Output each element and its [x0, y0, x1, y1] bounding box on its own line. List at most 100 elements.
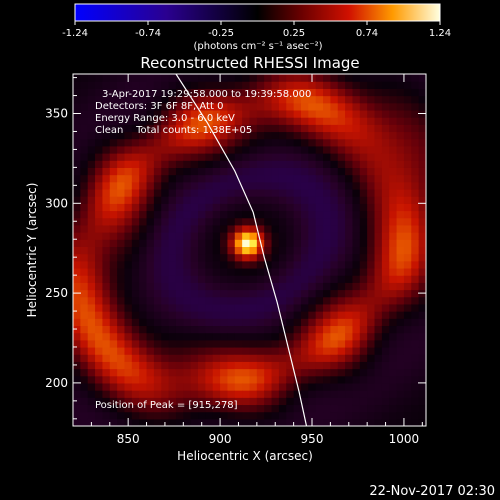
heatmap-cell — [315, 325, 324, 334]
heatmap-cell — [117, 260, 126, 269]
heatmap-cell — [102, 124, 111, 133]
heatmap-cell — [161, 239, 170, 247]
heatmap-cell — [367, 289, 376, 298]
heatmap-cell — [168, 131, 177, 140]
heatmap-cell — [271, 74, 280, 82]
heatmap-cell — [264, 418, 273, 426]
heatmap-cell — [389, 81, 398, 89]
heatmap-cell — [315, 346, 324, 355]
heatmap-cell — [161, 303, 170, 312]
heatmap-cell — [403, 131, 412, 140]
heatmap-cell — [330, 188, 339, 197]
heatmap-cell — [345, 117, 354, 125]
heatmap-cell — [352, 153, 361, 161]
heatmap-cell — [183, 346, 192, 355]
axis-ticks — [73, 74, 426, 426]
heatmap-cell — [242, 368, 251, 377]
heatmap-cell — [87, 239, 96, 247]
heatmap-cell — [102, 404, 111, 413]
heatmap-cell — [87, 354, 96, 362]
heatmap-cell — [323, 275, 331, 283]
heatmap-cell — [102, 160, 111, 168]
heatmap-cell — [198, 124, 206, 133]
heatmap-cell — [352, 95, 361, 104]
heatmap-cell — [161, 160, 170, 168]
heatmap-cell — [256, 74, 265, 82]
heatmap-cell — [183, 102, 192, 111]
heatmap-cell — [396, 354, 405, 362]
heatmap-cell — [146, 361, 155, 370]
heatmap-cell — [396, 411, 405, 420]
heatmap-cell — [183, 289, 192, 298]
heatmap-cell — [411, 390, 420, 398]
heatmap-cell — [300, 210, 309, 219]
heatmap-cell — [300, 196, 309, 204]
heatmap-cell — [381, 145, 390, 154]
heatmap-cell — [337, 303, 346, 312]
heatmap-cell — [411, 346, 420, 355]
heatmap-cell — [403, 368, 412, 377]
heatmap-cell — [381, 81, 390, 89]
heatmap-cell — [146, 138, 155, 147]
heatmap-cell — [117, 217, 126, 226]
heatmap-cell — [293, 95, 302, 104]
heatmap-cell — [308, 138, 317, 147]
heatmap-cell — [396, 325, 405, 334]
heatmap-cell — [330, 346, 339, 355]
heatmap-cell — [220, 145, 229, 154]
heatmap-cell — [117, 102, 126, 111]
heatmap-cell — [367, 418, 376, 426]
heatmap-cell — [278, 375, 287, 384]
heatmap-cell — [198, 102, 206, 111]
heatmap-cell — [374, 117, 383, 125]
heatmap-cell — [367, 354, 376, 362]
heatmap-cell — [323, 375, 331, 384]
heatmap-cell — [139, 239, 148, 247]
heatmap-cell — [308, 102, 317, 111]
heatmap-cell — [212, 117, 221, 125]
heatmap-cell — [374, 260, 383, 269]
heatmap-cell — [323, 81, 331, 89]
heatmap-cell — [109, 390, 118, 398]
heatmap-cell — [190, 203, 199, 212]
heatmap-cell — [139, 217, 148, 226]
heatmap-cell — [139, 289, 148, 298]
heatmap-cell — [271, 296, 280, 305]
heatmap-cell — [315, 74, 324, 82]
heatmap-cell — [190, 368, 199, 377]
heatmap-cell — [190, 117, 199, 125]
heatmap-cell — [286, 303, 295, 312]
heatmap-cell — [278, 124, 287, 133]
heatmap-cell — [73, 124, 81, 133]
heatmap-cell — [381, 174, 390, 183]
heatmap-cell — [337, 81, 346, 89]
heatmap-cell — [198, 174, 206, 183]
heatmap-cell — [359, 174, 368, 183]
heatmap-cell — [102, 289, 111, 298]
heatmap-cell — [183, 354, 192, 362]
heatmap-cell — [102, 346, 111, 355]
heatmap-cell — [367, 267, 376, 276]
heatmap-cell — [308, 318, 317, 327]
heatmap-cell — [117, 303, 126, 312]
heatmap-cell — [87, 232, 96, 240]
heatmap-cell — [271, 88, 280, 97]
heatmap-cell — [153, 289, 162, 298]
heatmap-cell — [374, 289, 383, 298]
heatmap-cell — [161, 181, 170, 190]
heatmap-cell — [212, 131, 221, 140]
heatmap-cell — [183, 296, 192, 305]
heatmap-cell — [190, 253, 199, 262]
heatmap-cell — [352, 239, 361, 247]
heatmap-cell — [345, 253, 354, 262]
heatmap-cell — [109, 311, 118, 319]
heatmap-cell — [337, 145, 346, 154]
heatmap-cell — [345, 138, 354, 147]
heatmap-cell — [183, 81, 192, 89]
heatmap-cell — [234, 181, 243, 190]
heatmap-cell — [73, 160, 81, 168]
heatmap-cell — [345, 346, 354, 355]
y-tick-label: 300 — [45, 196, 68, 210]
heatmap-cell — [183, 382, 192, 391]
heatmap-cell — [168, 404, 177, 413]
